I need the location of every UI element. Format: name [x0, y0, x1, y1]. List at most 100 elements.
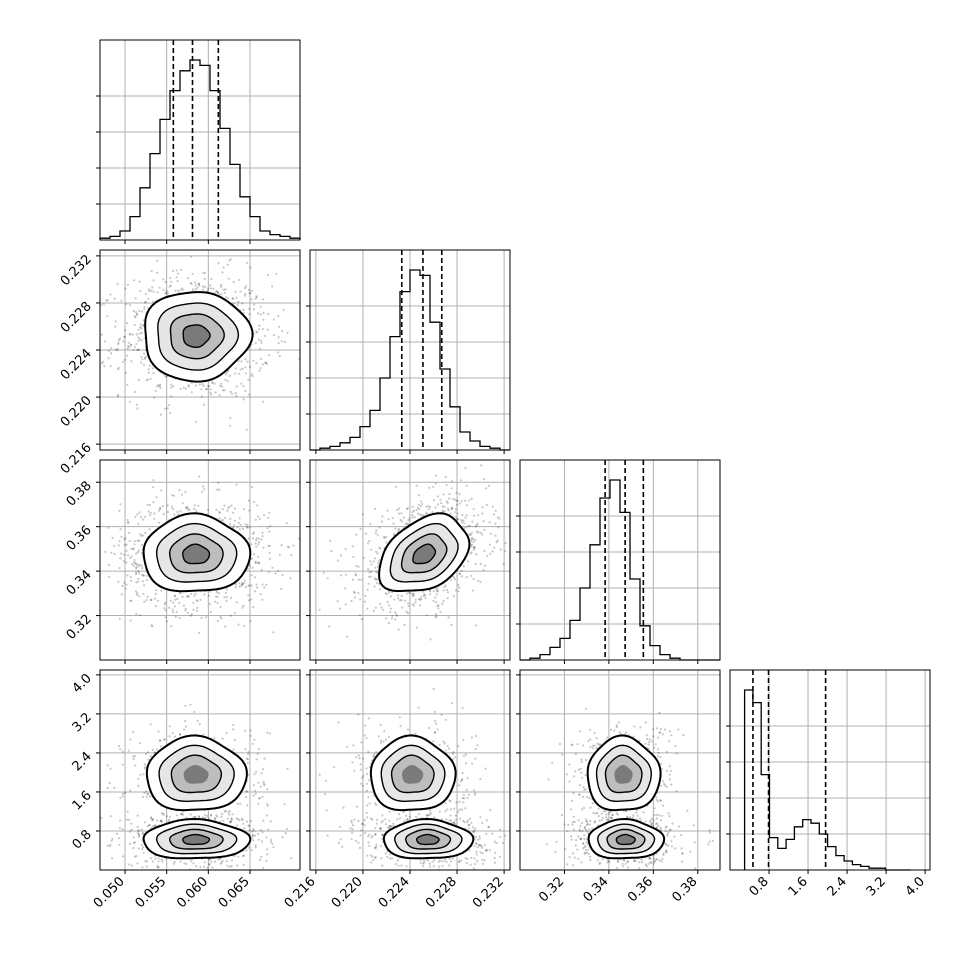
- sample-point: [208, 862, 211, 866]
- sample-point: [232, 728, 235, 731]
- sample-point: [358, 614, 361, 617]
- sample-point: [494, 534, 497, 537]
- sample-point: [409, 592, 412, 595]
- sample-point: [283, 340, 287, 344]
- sample-point: [458, 800, 461, 803]
- sample-point: [430, 812, 433, 815]
- sample-point: [286, 331, 289, 334]
- sample-point: [193, 710, 196, 714]
- sample-point: [78, 327, 80, 329]
- sample-point: [156, 819, 159, 822]
- sample-point: [254, 542, 257, 545]
- sample-point: [353, 596, 356, 599]
- sample-point: [142, 324, 145, 327]
- sample-point: [241, 367, 244, 370]
- sample-point: [151, 860, 154, 863]
- sample-point: [210, 393, 213, 396]
- sample-point: [186, 506, 189, 509]
- sample-point: [399, 724, 402, 728]
- sample-point: [151, 486, 155, 489]
- sample-point: [381, 515, 384, 518]
- sample-point: [179, 268, 183, 271]
- sample-point: [223, 516, 227, 520]
- sample-point: [374, 566, 377, 569]
- sample-point: [165, 815, 168, 818]
- sample-point: [123, 335, 126, 338]
- sample-point: [378, 526, 381, 529]
- sample-point: [146, 825, 149, 828]
- sample-point: [277, 315, 280, 318]
- sample-point: [261, 363, 264, 366]
- sample-point: [133, 841, 136, 845]
- sample-point: [132, 755, 135, 758]
- sample-point: [396, 508, 399, 511]
- sample-point: [425, 814, 428, 817]
- sample-point: [262, 312, 265, 315]
- sample-point: [389, 607, 392, 610]
- sample-point: [196, 719, 199, 722]
- sample-point: [116, 832, 119, 836]
- sample-point: [154, 592, 157, 596]
- sample-point: [222, 873, 224, 875]
- sample-point: [470, 531, 473, 534]
- sample-point: [281, 574, 284, 577]
- sample-point: [174, 594, 177, 597]
- sample-point: [116, 368, 120, 371]
- sample-point: [257, 561, 260, 564]
- sample-point: [151, 817, 155, 821]
- sample-point: [447, 616, 450, 619]
- sample-point: [179, 510, 182, 513]
- sample-point: [131, 864, 134, 867]
- sample-point: [248, 824, 251, 828]
- sample-point: [453, 511, 456, 514]
- sample-point: [208, 863, 211, 866]
- sample-point: [465, 484, 468, 487]
- sample-point: [254, 561, 257, 565]
- sample-point: [250, 574, 253, 577]
- sample-point: [353, 818, 356, 821]
- sample-point: [473, 514, 476, 517]
- sample-point: [437, 604, 440, 607]
- sample-point: [144, 531, 147, 535]
- sample-point: [406, 507, 409, 510]
- sample-point: [339, 825, 342, 829]
- sample-point: [218, 394, 221, 397]
- sample-point: [220, 293, 223, 296]
- sample-point: [256, 504, 259, 507]
- sample-point: [185, 862, 188, 866]
- sample-point: [216, 488, 219, 491]
- sample-point: [171, 608, 174, 611]
- sample-point: [121, 750, 124, 753]
- sample-point: [395, 485, 398, 488]
- sample-point: [434, 616, 437, 619]
- sample-point: [211, 382, 214, 385]
- sample-point: [374, 578, 377, 581]
- sample-point: [398, 716, 401, 719]
- sample-point: [251, 836, 254, 839]
- sample-point: [209, 610, 212, 614]
- sample-point: [467, 793, 471, 796]
- sample-point: [454, 589, 457, 592]
- sample-point: [117, 343, 120, 346]
- sample-point: [145, 865, 148, 868]
- sample-point: [256, 312, 260, 315]
- sample-point: [443, 585, 446, 589]
- sample-point: [250, 848, 253, 852]
- sample-point: [187, 385, 190, 388]
- sample-point: [251, 834, 254, 837]
- sample-point: [204, 387, 208, 391]
- sample-point: [368, 540, 371, 543]
- sample-point: [134, 590, 138, 593]
- sample-point: [128, 539, 131, 543]
- sample-point: [140, 564, 143, 568]
- sample-point: [267, 828, 270, 831]
- sample-point: [473, 789, 476, 792]
- sample-point: [449, 578, 453, 581]
- sample-point: [425, 513, 428, 516]
- sample-point: [138, 595, 141, 598]
- sample-point: [110, 551, 113, 554]
- sample-point: [461, 706, 464, 710]
- sample-point: [75, 610, 77, 612]
- sample-point: [147, 510, 150, 513]
- sample-point: [103, 340, 106, 343]
